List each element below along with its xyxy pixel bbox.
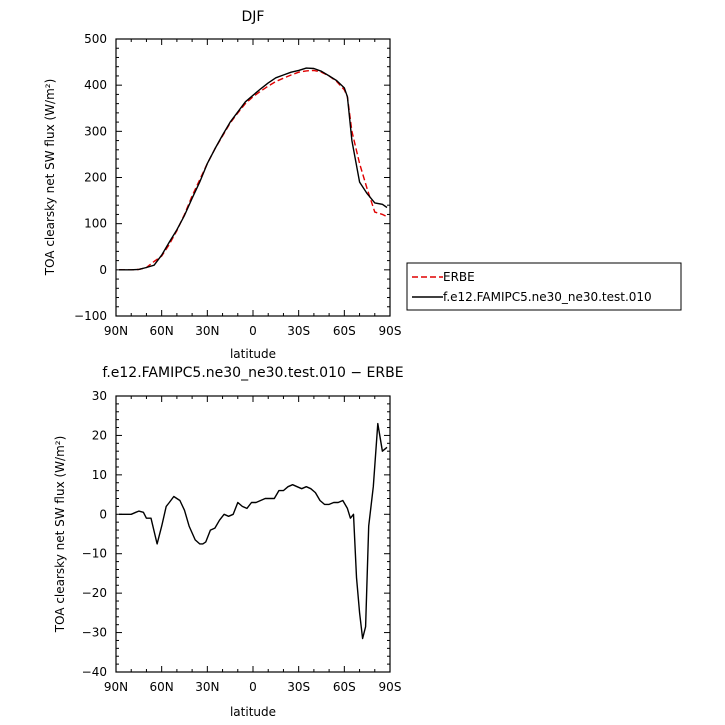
x-tick-label: 30S [287, 324, 310, 338]
x-tick-label: 30N [195, 324, 219, 338]
y-tick-label: 200 [84, 171, 107, 185]
y-tick-label: 0 [99, 507, 107, 521]
top-chart-legend: ERBE f.e12.FAMIPC5.ne30_ne30.test.010 [406, 262, 682, 311]
bottom-chart-title: f.e12.FAMIPC5.ne30_ne30.test.010 − ERBE [102, 365, 403, 381]
series-line [119, 67, 388, 271]
series-line [119, 69, 388, 271]
plot-frame [115, 38, 391, 317]
legend-model-label: f.e12.FAMIPC5.ne30_ne30.test.010 [443, 290, 652, 304]
x-tick-label: 0 [249, 324, 257, 338]
y-tick-label: −20 [82, 586, 107, 600]
y-tick-label: −10 [82, 547, 107, 561]
x-tick-label: 0 [249, 680, 257, 694]
bottom-chart-x-axis-label: latitude [230, 705, 276, 719]
x-tick-label: 60N [150, 680, 174, 694]
y-tick-label: 30 [92, 389, 107, 403]
bottom-panel: f.e12.FAMIPC5.ne30_ne30.test.010 − ERBE … [53, 365, 404, 719]
bottom-chart-y-axis-label: TOA clearsky net SW flux (W/m²) [53, 436, 67, 634]
y-tick-label: 500 [84, 32, 107, 46]
y-tick-label: −30 [82, 626, 107, 640]
top-chart-x-axis-label: latitude [230, 347, 276, 361]
y-tick-label: 20 [92, 428, 107, 442]
top-chart-y-axis-label: TOA clearsky net SW flux (W/m²) [43, 79, 57, 277]
x-tick-label: 90S [379, 324, 402, 338]
y-tick-label: 100 [84, 217, 107, 231]
y-tick-label: 400 [84, 78, 107, 92]
x-tick-label: 60N [150, 324, 174, 338]
y-tick-label: 10 [92, 468, 107, 482]
y-tick-label: −100 [74, 309, 107, 323]
plot-frame [115, 395, 391, 673]
x-tick-label: 60S [333, 680, 356, 694]
bottom-chart-series [119, 422, 388, 640]
x-tick-label: 60S [333, 324, 356, 338]
top-chart-axes: 90N 60N 30N 0 30S 60S 90S −100 0 100 200 300 400 500 [74, 32, 401, 338]
top-panel: DJF 90N 60N 30N 0 30S 60S 90S −100 0 100 200 300 400… [43, 9, 682, 361]
top-chart-title: DJF [242, 9, 265, 25]
x-tick-label: 90N [104, 680, 128, 694]
legend-box [406, 262, 682, 311]
x-tick-label: 90S [379, 680, 402, 694]
top-chart-series [119, 67, 388, 271]
series-line [119, 422, 388, 640]
x-tick-label: 30N [195, 680, 219, 694]
y-tick-label: −40 [82, 665, 107, 679]
x-tick-label: 30S [287, 680, 310, 694]
x-tick-label: 90N [104, 324, 128, 338]
bottom-chart-axes: 90N 60N 30N 0 30S 60S 90S −40 −30 −20 −10 0 10 20 30 [82, 389, 402, 694]
y-tick-label: 300 [84, 124, 107, 138]
legend-erbe-label: ERBE [443, 270, 475, 284]
y-tick-label: 0 [99, 263, 107, 277]
